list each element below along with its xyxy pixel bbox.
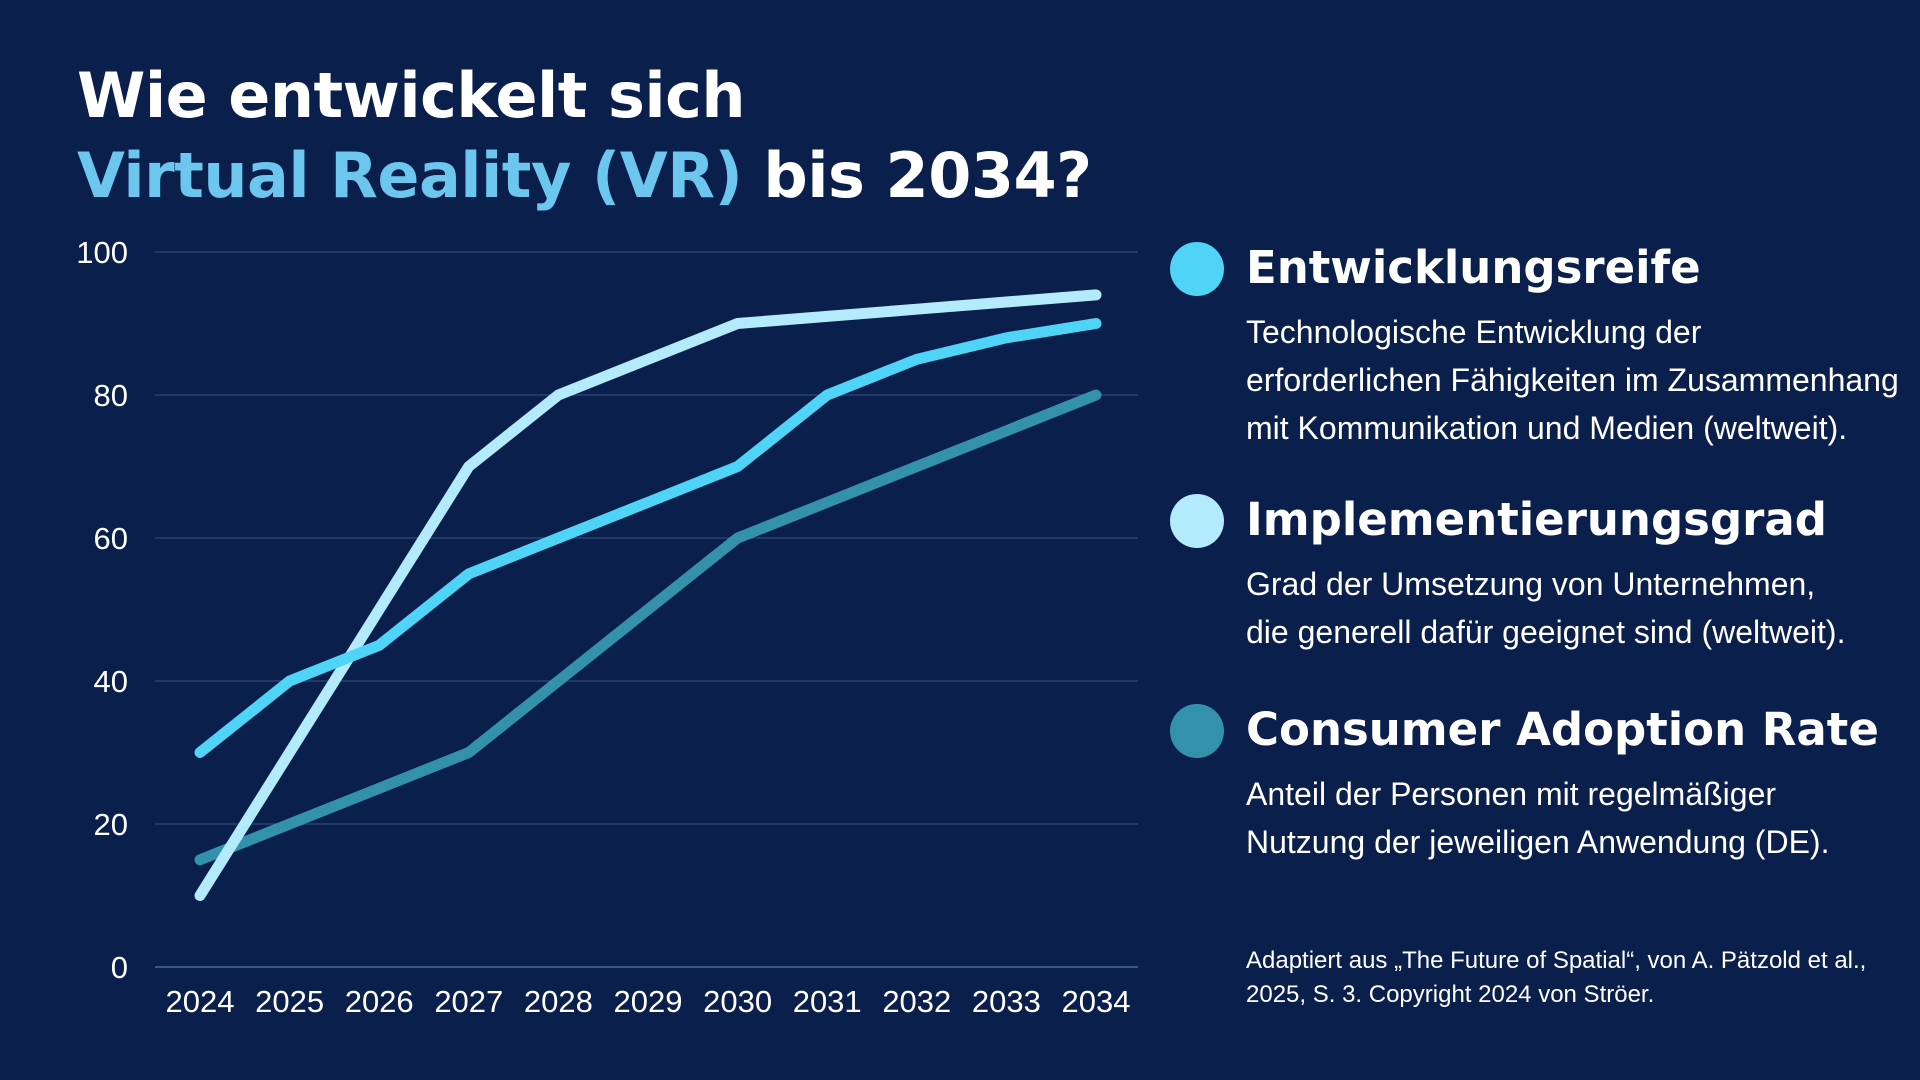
x-tick-label: 2028 [524, 984, 593, 1019]
legend-desc-entwicklungsreife: Technologische Entwicklung der erforderl… [1246, 308, 1899, 452]
y-tick-label: 0 [111, 950, 128, 985]
y-tick-label: 40 [94, 664, 128, 699]
legend-dot-consumer-adoption-rate [1170, 704, 1224, 758]
legend-dot-entwicklungsreife [1170, 242, 1224, 296]
series-line-entwicklungsreife [194, 318, 1102, 758]
legend-title-entwicklungsreife: Entwicklungsreife [1246, 241, 1701, 294]
y-tick-label: 80 [94, 378, 128, 413]
legend-desc-line: mit Kommunikation und Medien (weltweit). [1246, 410, 1848, 446]
line-chart: 0 20 40 60 80 100 2024 2025 2026 2027 2028 2029 203… [76, 235, 1138, 1019]
x-tick-label: 2031 [793, 984, 862, 1019]
y-tick-label: 20 [94, 807, 128, 842]
chart-title: Wie entwickelt sich Virtual Reality (VR)… [77, 56, 1092, 216]
legend-desc-line: Technologische Entwicklung der [1246, 314, 1702, 350]
series-line-consumer-adoption-rate [194, 389, 1102, 866]
x-tick-label: 2029 [614, 984, 683, 1019]
x-tick-label: 2025 [255, 984, 324, 1019]
legend-dot-implementierungsgrad [1170, 494, 1224, 548]
x-tick-label: 2032 [882, 984, 951, 1019]
source-line-1: Adaptiert aus „The Future of Spatial“, v… [1246, 947, 1867, 974]
legend-title-consumer-adoption-rate: Consumer Adoption Rate [1246, 703, 1879, 756]
y-axis-ticks: 0 20 40 60 80 100 [76, 235, 128, 985]
x-tick-label: 2034 [1062, 984, 1131, 1019]
legend-desc-line: Nutzung der jeweiligen Anwendung (DE). [1246, 824, 1830, 860]
legend-desc-line: Grad der Umsetzung von Unternehmen, [1246, 566, 1816, 602]
y-tick-label: 60 [94, 521, 128, 556]
x-tick-label: 2027 [434, 984, 503, 1019]
x-tick-label: 2030 [703, 984, 772, 1019]
x-tick-label: 2026 [345, 984, 414, 1019]
title-rest: bis 2034? [742, 139, 1092, 212]
title-line-2: Virtual Reality (VR) bis 2034? [77, 136, 1092, 216]
legend-desc-line: erforderlichen Fähigkeiten im Zusammenha… [1246, 362, 1899, 398]
title-accent: Virtual Reality (VR) [77, 139, 743, 212]
grid-lines [155, 251, 1138, 968]
source-line-2: 2025, S. 3. Copyright 2024 von Ströer. [1246, 981, 1655, 1008]
legend-entry-entwicklungsreife: Entwicklungsreife Technologische Entwick… [1170, 232, 1899, 452]
legend-desc-line: Anteil der Personen mit regelmäßiger [1246, 776, 1777, 812]
y-tick-label: 100 [76, 235, 128, 270]
x-tick-label: 2024 [166, 984, 235, 1019]
x-axis-ticks: 2024 2025 2026 2027 2028 2029 2030 2031 2032 2033… [166, 984, 1131, 1019]
legend-desc-consumer-adoption-rate: Anteil der Personen mit regelmäßiger Nut… [1246, 770, 1879, 866]
legend-title-implementierungsgrad: Implementierungsgrad [1246, 493, 1827, 546]
x-tick-label: 2033 [972, 984, 1041, 1019]
source-citation: Adaptiert aus „The Future of Spatial“, v… [1246, 944, 1866, 1012]
legend-entry-implementierungsgrad: Implementierungsgrad Grad der Umsetzung … [1170, 484, 1845, 656]
legend-desc-implementierungsgrad: Grad der Umsetzung von Unternehmen, die … [1246, 560, 1845, 656]
title-line-1: Wie entwickelt sich [77, 59, 746, 132]
legend-entry-consumer-adoption-rate: Consumer Adoption Rate Anteil der Person… [1170, 694, 1879, 866]
series-lines [194, 289, 1102, 901]
legend-desc-line: die generell dafür geeignet sind (weltwe… [1246, 614, 1846, 650]
